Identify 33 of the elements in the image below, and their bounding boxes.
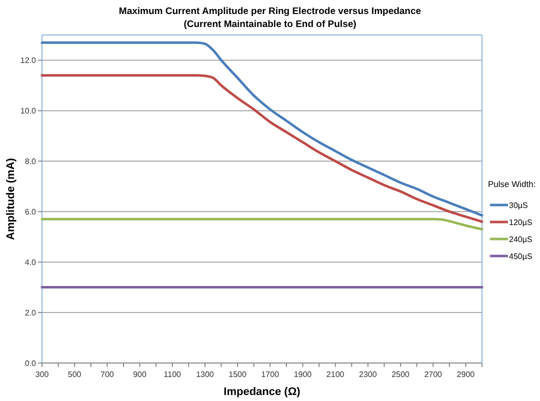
x-tick-label: 1300 — [196, 370, 214, 379]
x-tick-label: 1100 — [164, 370, 182, 379]
x-tick-label: 2300 — [359, 370, 378, 379]
y-axis-title: Amplitude (mA) — [5, 158, 17, 240]
y-tick-label: 0.0 — [24, 359, 37, 368]
line-series — [40, 41, 484, 217]
x-tick-label: 1500 — [228, 370, 248, 379]
x-tick-label: 900 — [133, 370, 147, 379]
legend-title: Pulse Width: — [488, 179, 536, 189]
x-tick-label: 500 — [68, 370, 82, 379]
y-tick-label: 4.0 — [24, 258, 37, 268]
y-tick-label: 6.0 — [24, 208, 37, 217]
legend-label: 450µS — [509, 252, 532, 261]
legend-label: 240µS — [509, 235, 532, 244]
y-tick-label: 2.0 — [24, 308, 37, 318]
legend-label: 120µS — [509, 218, 532, 227]
y-tick-label: 10.0 — [20, 106, 37, 116]
x-tick-label: 300 — [35, 370, 50, 379]
x-tick-label: 2100 — [326, 370, 345, 379]
line-series — [40, 74, 484, 223]
legend-label: 30µS — [509, 201, 528, 210]
x-tick-label: 2500 — [392, 370, 410, 379]
x-tick-label: 2700 — [424, 370, 443, 379]
x-tick-label: 1900 — [294, 370, 312, 379]
x-tick-label: 2900 — [456, 370, 476, 379]
chart-title: Maximum Current Amplitude per Ring Electrode versus Impedance — [118, 6, 422, 17]
chart-subtitle: (Current Maintainable to End of Pulse) — [184, 19, 356, 30]
line-series — [40, 218, 484, 231]
x-tick-label: 700 — [100, 370, 114, 379]
x-axis-title: Impedance (Ω) — [224, 386, 301, 398]
y-tick-label: 12.0 — [20, 56, 37, 66]
y-tick-label: 8.0 — [24, 157, 37, 166]
x-tick-label: 1700 — [261, 370, 280, 379]
